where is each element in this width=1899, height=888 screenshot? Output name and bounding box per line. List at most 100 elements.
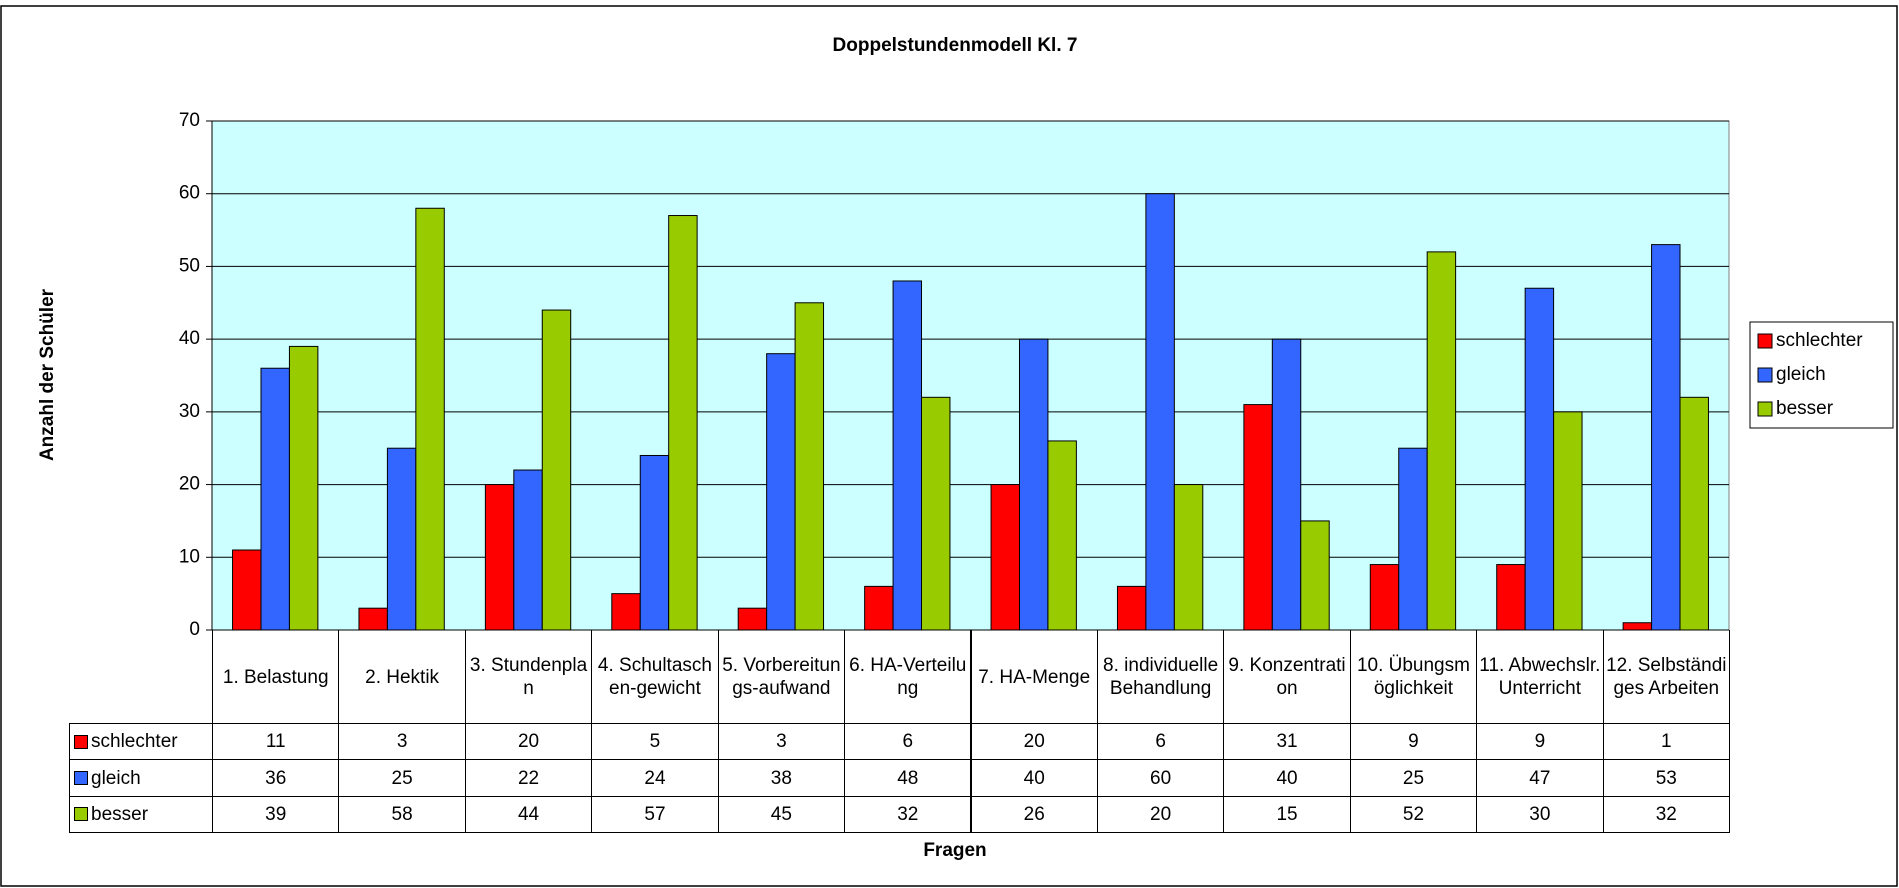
table-value-text: 11	[265, 731, 286, 753]
table-value: 48	[844, 759, 972, 797]
y-tick-label: 40	[179, 328, 200, 349]
y-tick-label: 0	[189, 619, 200, 640]
table-value: 38	[717, 759, 846, 797]
table-value: 52	[1349, 795, 1478, 834]
category-label: 6. HA-Verteilung	[844, 630, 972, 724]
legend-swatch	[74, 771, 88, 786]
bar	[921, 396, 951, 631]
legend-swatch	[1757, 333, 1773, 349]
bar	[358, 607, 388, 631]
table-value-text: 30	[1529, 803, 1551, 825]
table-value-text: 20	[517, 731, 540, 753]
bar	[1243, 404, 1273, 631]
category-label: 7. HA-Menge	[970, 630, 1098, 724]
table-value-text: 3	[396, 731, 408, 753]
bar	[794, 302, 825, 631]
bar	[386, 447, 417, 631]
chart-title: Doppelstundenmodell Kl. 7	[833, 35, 1078, 56]
bar	[864, 585, 894, 631]
table-value: 47	[1476, 759, 1604, 797]
legend-label: gleich	[1776, 364, 1826, 385]
table-value: 40	[1223, 759, 1351, 797]
table-value-text: 40	[1276, 767, 1298, 789]
table-value-text: 32	[897, 803, 919, 825]
category-label-text: 7. HA-Menge	[978, 666, 1091, 688]
bar	[737, 607, 768, 631]
table-value-text: 15	[1276, 803, 1298, 825]
legend-label: besser	[1776, 398, 1834, 419]
legend-swatch	[74, 807, 88, 822]
bar	[288, 345, 319, 631]
bar	[260, 367, 290, 631]
table-value: 6	[1096, 723, 1225, 761]
table-value: 22	[464, 759, 593, 797]
bar	[1173, 484, 1204, 631]
table-value-text: 57	[644, 803, 666, 825]
bar	[1047, 440, 1077, 631]
category-label: 3. Stundenplan	[464, 630, 593, 724]
table-value: 9	[1476, 723, 1604, 761]
category-label: 9. Konzentration	[1223, 630, 1351, 724]
table-value-text: 25	[391, 767, 413, 789]
category-label-text: 3. Stundenplan	[469, 655, 588, 699]
category-label: 1. Belastung	[212, 630, 340, 724]
bar	[541, 309, 572, 631]
table-value-text: 3	[776, 731, 787, 753]
bar	[415, 207, 445, 631]
bar	[1116, 585, 1147, 631]
category-label: 5. Vorbereitungs-aufwand	[717, 630, 846, 724]
category-label-text: 9. Konzentration	[1228, 655, 1346, 699]
table-value: 31	[1223, 723, 1351, 761]
table-series-name: schlechter	[91, 731, 178, 753]
bar	[1651, 244, 1681, 631]
table-value-text: 40	[1023, 767, 1045, 789]
table-value: 36	[212, 759, 340, 797]
category-label-text: 8. individuelle Behandlung	[1103, 655, 1219, 699]
table-value-text: 5	[649, 731, 661, 753]
table-value-text: 9	[1408, 731, 1419, 753]
table-value-text: 58	[391, 803, 413, 825]
category-label-text: 5. Vorbereitungs-aufwand	[722, 655, 841, 699]
table-value: 25	[338, 759, 466, 797]
bar	[1496, 564, 1526, 631]
legend-swatch	[74, 734, 88, 749]
table-value: 11	[212, 723, 340, 761]
table-value: 45	[717, 795, 846, 834]
table-value: 32	[844, 795, 972, 834]
table-value-text: 36	[265, 767, 287, 789]
bar	[1271, 338, 1302, 631]
table-value-text: 9	[1534, 731, 1546, 753]
table-value: 58	[338, 795, 466, 834]
category-label: 10. Übungsmöglichkeit	[1349, 630, 1478, 724]
table-value: 24	[591, 759, 719, 797]
y-tick-label: 30	[179, 401, 200, 422]
bar	[1018, 338, 1049, 631]
y-tick-label: 50	[179, 255, 200, 276]
table-value: 9	[1349, 723, 1478, 761]
category-label: 11. Abwechslr. Unterricht	[1476, 630, 1604, 724]
table-value-text: 32	[1655, 803, 1677, 825]
table-value: 3	[717, 723, 846, 761]
bar	[1300, 520, 1330, 631]
table-value-text: 52	[1402, 803, 1425, 825]
table-value-text: 20	[1023, 731, 1045, 753]
table-value-text: 20	[1150, 803, 1172, 825]
table-value-text: 6	[1155, 731, 1166, 753]
table-value-text: 60	[1150, 767, 1172, 789]
table-value: 20	[970, 723, 1098, 761]
category-label-text: 4. Schultaschen-gewicht	[597, 655, 712, 699]
table-row-header: schlechter	[69, 723, 213, 761]
bar	[1679, 396, 1709, 631]
category-label-text: 1. Belastung	[222, 666, 329, 688]
table-value: 32	[1602, 795, 1730, 834]
legend-swatch	[1757, 401, 1773, 417]
category-label-text: 10. Übungsmöglichkeit	[1356, 655, 1470, 699]
y-tick-label: 60	[179, 183, 200, 204]
bar	[611, 593, 641, 631]
bar	[1369, 564, 1400, 631]
table-value: 53	[1602, 759, 1730, 797]
y-tick-label: 70	[179, 110, 200, 131]
bar	[1524, 287, 1555, 631]
table-value-text: 6	[902, 731, 914, 753]
